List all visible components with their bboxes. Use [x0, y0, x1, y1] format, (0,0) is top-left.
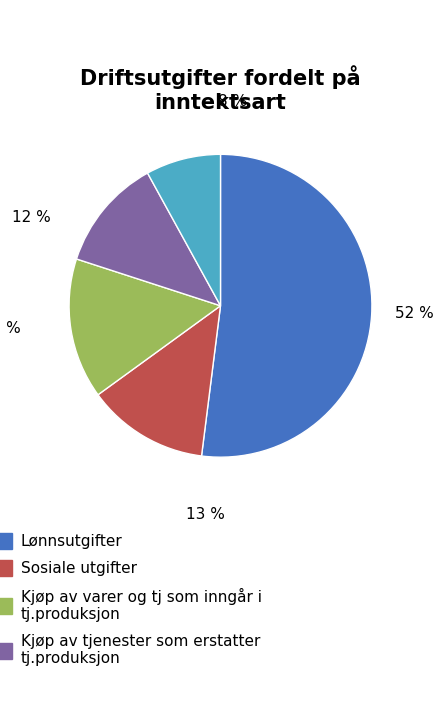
Text: 12 %: 12 %	[12, 210, 51, 226]
Wedge shape	[202, 154, 372, 457]
Wedge shape	[98, 306, 220, 456]
Text: 8 %: 8 %	[218, 94, 247, 109]
Wedge shape	[76, 173, 220, 306]
Wedge shape	[69, 259, 220, 395]
Legend: Lønnsutgifter, Sosiale utgifter, Kjøp av varer og tj som inngår i
tj.produksjon,: Lønnsutgifter, Sosiale utgifter, Kjøp av…	[0, 533, 262, 666]
Text: 13 %: 13 %	[186, 507, 225, 522]
Text: 15 %: 15 %	[0, 321, 20, 336]
Text: 52 %: 52 %	[395, 306, 434, 321]
Text: Driftsutgifter fordelt på
inntektsart: Driftsutgifter fordelt på inntektsart	[80, 66, 361, 113]
Wedge shape	[148, 154, 220, 306]
